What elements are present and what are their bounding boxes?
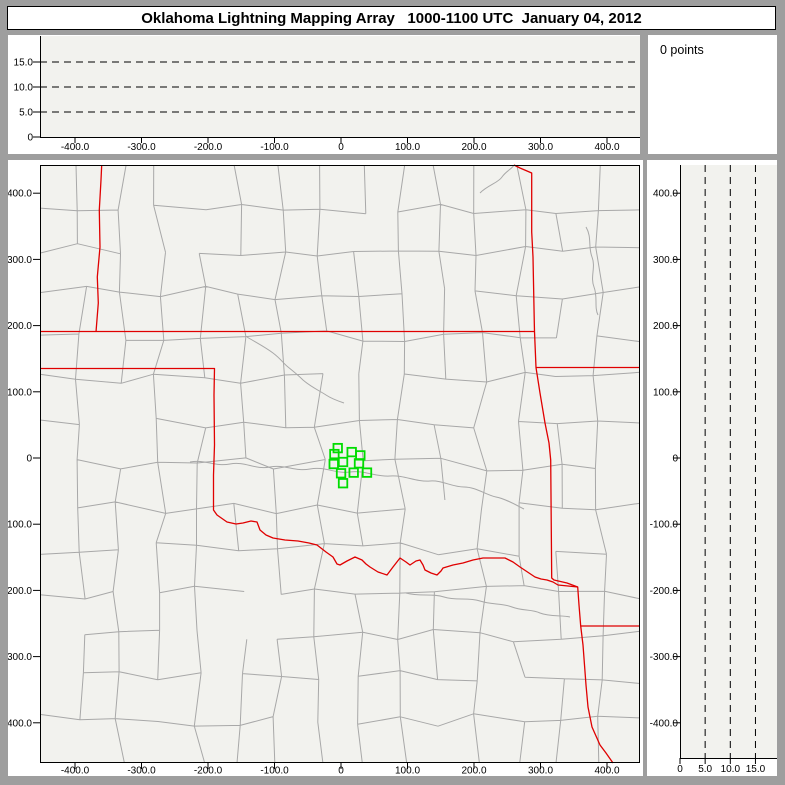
altitude-tick-label: 5.0: [19, 108, 33, 119]
easting-tick-label: -300.0: [127, 766, 156, 777]
axis-spines: [40, 36, 640, 138]
altitude-tick-label: 10.0: [14, 83, 34, 94]
distance-tick-label: 300.0: [528, 142, 553, 153]
distance-tick-label: -400.0: [61, 142, 90, 153]
lma-station-marker: [332, 442, 343, 454]
river-lines: [189, 164, 599, 618]
distance-tick-label: 400.0: [594, 142, 619, 153]
lma-station-marker: [348, 467, 359, 478]
altitude-tick-label: 0: [27, 133, 33, 144]
easting-tick-label: 200.0: [461, 766, 486, 777]
lma-station-marker: [361, 467, 373, 478]
northing-tick-label: 200.0: [8, 321, 32, 332]
easting-tick-label: -200.0: [194, 766, 223, 777]
distance-tick-label: -200.0: [194, 142, 223, 153]
plot-background: [680, 165, 777, 758]
points-count-panel: 0 points: [648, 35, 777, 154]
altitude-tick-label: 15.0: [746, 764, 766, 775]
easting-tick-label: 100.0: [395, 766, 420, 777]
lma-station-marker: [353, 458, 365, 469]
northing-tick-label: 200.0: [653, 321, 678, 332]
window-title: Oklahoma Lightning Mapping Array 1000-11…: [7, 6, 776, 30]
state-borders: [40, 164, 640, 764]
distance-tick-label: -300.0: [127, 142, 156, 153]
northing-tick-label: -200.0: [8, 586, 32, 597]
altitude-ew-panel: 0 5.0 10.0 15.0 -400.0 -300.0 -200.0 -100.0 0 100…: [8, 35, 640, 154]
northing-tick-label: 400.0: [653, 189, 678, 200]
plan-view-map-panel: 400.0 300.0 200.0 100.0 0 -100.0 -200.0 -300.0 -…: [8, 160, 643, 776]
distance-tick-label: 100.0: [395, 142, 420, 153]
map-background: [40, 165, 640, 763]
easting-tick-label: -100.0: [260, 766, 289, 777]
distance-tick-label: -100.0: [260, 142, 289, 153]
northing-tick-label: 0: [672, 454, 678, 465]
northing-tick-label: -400.0: [8, 718, 32, 729]
lma-station-marker: [335, 468, 347, 479]
altitude-ew-plot[interactable]: 0 5.0 10.0 15.0 -400.0 -300.0 -200.0 -100.0 0 100…: [8, 35, 640, 154]
easting-tick-label: 400.0: [594, 766, 619, 777]
northing-tick-label: 100.0: [653, 387, 678, 398]
plan-view-map-plot[interactable]: 400.0 300.0 200.0 100.0 0 -100.0 -200.0 -300.0 -…: [8, 160, 643, 776]
easting-tick-label: 0: [338, 766, 344, 777]
northing-tick-label: 0: [26, 454, 32, 465]
northing-tick-label: -200.0: [650, 586, 679, 597]
northing-tick-label: 300.0: [653, 255, 678, 266]
points-count-label: 0 points: [660, 43, 704, 57]
distance-tick-label: 200.0: [461, 142, 486, 153]
lma-station-marker: [329, 448, 340, 460]
northing-tick-label: -100.0: [650, 520, 679, 531]
map-frame: [40, 165, 640, 763]
northing-tick-label: 100.0: [8, 387, 32, 398]
altitude-tick-label: 0: [677, 764, 683, 775]
easting-tick-label: 300.0: [528, 766, 553, 777]
easting-tick-label: -400.0: [61, 766, 90, 777]
altitude-tick-label: 5.0: [698, 764, 712, 775]
northing-tick-label: -400.0: [650, 718, 679, 729]
distance-tick-label: 0: [338, 142, 344, 153]
county-line-lattice: [39, 164, 641, 764]
northing-tick-label: -300.0: [8, 652, 32, 663]
northing-tick-label: -300.0: [650, 652, 679, 663]
altitude-ns-panel: 400.0 300.0 200.0 100.0 0 -100.0 -200.0 -300.0 -…: [647, 160, 777, 776]
altitude-tick-label: 15.0: [14, 58, 34, 69]
lma-station-marker: [337, 456, 349, 468]
northing-tick-label: -100.0: [8, 520, 32, 531]
county-boundaries: [39, 164, 641, 764]
altitude-ns-plot[interactable]: 400.0 300.0 200.0 100.0 0 -100.0 -200.0 -300.0 -…: [647, 160, 777, 776]
northing-tick-label: 300.0: [8, 255, 32, 266]
lma-stations: [328, 442, 373, 489]
lma-station-marker: [337, 478, 349, 489]
altitude-tick-label: 10.0: [721, 764, 741, 775]
northing-tick-label: 400.0: [8, 189, 32, 200]
